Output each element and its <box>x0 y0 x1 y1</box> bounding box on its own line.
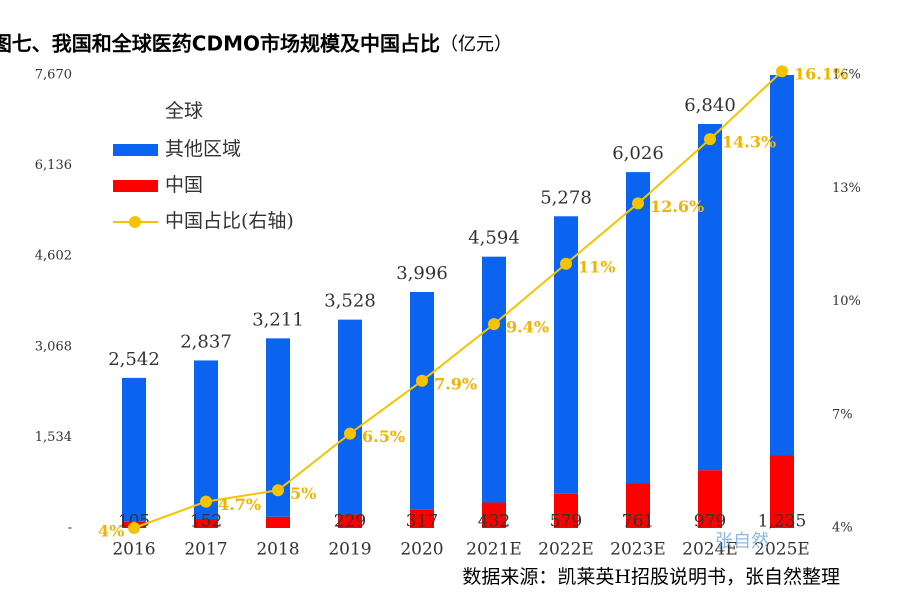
bar-segment <box>482 256 506 503</box>
bar-segment <box>626 172 650 484</box>
ratio-point <box>416 374 428 387</box>
watermark: 张自然 <box>715 531 769 552</box>
segment-label: 229 <box>334 512 366 532</box>
bar-segment <box>482 502 506 528</box>
ratio-label: 12.6% <box>650 197 704 216</box>
ratio-point <box>488 318 500 331</box>
bar-segment <box>266 516 290 528</box>
x-tick-label: 2020 <box>400 540 443 560</box>
segment-label: 432 <box>478 512 510 532</box>
total-label: 6,840 <box>684 95 736 116</box>
x-tick-label: 2022E <box>538 540 594 560</box>
y-tick-label: 1,534 <box>35 430 72 445</box>
legend-marker <box>129 216 141 228</box>
segment-label: 979 <box>694 512 726 532</box>
ratio-label: 16.1% <box>794 65 848 84</box>
ratio-label: 7.9% <box>434 374 477 393</box>
total-label: 4,594 <box>468 228 520 249</box>
bar-segment <box>122 377 146 522</box>
x-tick-label: 2023E <box>610 540 666 560</box>
bar-segment <box>338 319 362 515</box>
legend-title: 全球 <box>165 100 203 122</box>
ratio-label: 14.3% <box>722 133 776 152</box>
legend-swatch <box>113 180 158 192</box>
x-tick-label: 2024E <box>682 540 738 560</box>
total-label: 2,837 <box>180 331 232 352</box>
segment-label: 761 <box>622 512 654 532</box>
ratio-label: 6.5% <box>362 427 405 446</box>
y-tick-label: - <box>68 521 72 536</box>
bar-segment <box>410 509 434 528</box>
ratio-label: 5% <box>290 484 316 503</box>
x-tick-label: 2021E <box>466 540 522 560</box>
bar-segment <box>194 360 218 520</box>
total-label: 3,528 <box>324 291 376 312</box>
total-label: 5,278 <box>540 187 592 208</box>
bar-segment <box>194 519 218 528</box>
y2-tick-label: 10% <box>832 294 861 309</box>
ratio-line <box>133 70 783 529</box>
x-tick-label: 2025E <box>754 540 810 560</box>
y2-tick-label: 4% <box>832 521 853 536</box>
bar-segment <box>554 493 578 528</box>
legend-swatch <box>113 144 158 156</box>
legend-label: 其他区域 <box>165 138 241 160</box>
ratio-point <box>704 133 716 146</box>
segment-label: 579 <box>550 512 582 532</box>
x-tick-label: 2017 <box>184 540 227 560</box>
ratio-label: 4.7% <box>218 495 261 514</box>
bar-segment <box>698 124 722 471</box>
y-tick-label: 6,136 <box>35 158 72 173</box>
legend-label: 中国占比(右轴) <box>165 210 294 232</box>
chart-title-unit: （亿元） <box>440 34 512 55</box>
bar-segment <box>770 75 794 456</box>
ratio-point <box>560 257 572 270</box>
y2-tick-label: 16% <box>832 68 861 83</box>
total-label: 6,026 <box>612 143 664 164</box>
ratio-point <box>632 197 644 210</box>
ratio-label: 4% <box>98 522 124 541</box>
bar-segment <box>626 483 650 528</box>
segment-label: 105 <box>118 512 150 532</box>
ratio-point <box>776 65 788 78</box>
ratio-point <box>344 427 356 440</box>
ratio-point <box>272 484 284 497</box>
y-tick-label: 4,602 <box>35 249 72 264</box>
ratio-point <box>200 495 212 508</box>
segment-label: 317 <box>406 512 438 532</box>
y-tick-label: 3,068 <box>35 339 72 354</box>
segment-label: 152 <box>190 512 222 532</box>
segment-label: 1,235 <box>758 512 807 532</box>
bar-segment <box>770 455 794 528</box>
y2-tick-label: 7% <box>832 407 853 422</box>
x-tick-label: 2018 <box>256 540 299 560</box>
bar-segment <box>698 470 722 528</box>
ratio-label: 11% <box>578 257 615 276</box>
x-tick-label: 2019 <box>328 540 371 560</box>
legend-label: 中国 <box>165 174 203 196</box>
source-note: 数据来源：凯莱英H招股说明书，张自然整理 <box>462 566 840 588</box>
y2-tick-label: 13% <box>832 181 861 196</box>
x-tick-label: 2016 <box>112 540 155 560</box>
ratio-point <box>128 522 140 534</box>
chart-title: 图七、我国和全球医药CDMO市场规模及中国占比 <box>0 32 440 56</box>
bar-segment <box>410 291 434 510</box>
total-label: 3,211 <box>252 309 304 330</box>
total-label: 2,542 <box>108 349 160 370</box>
bar-segment <box>338 514 362 528</box>
y-tick-label: 7,670 <box>35 68 72 83</box>
total-label: 3,996 <box>396 263 448 284</box>
ratio-label: 9.4% <box>506 318 549 337</box>
